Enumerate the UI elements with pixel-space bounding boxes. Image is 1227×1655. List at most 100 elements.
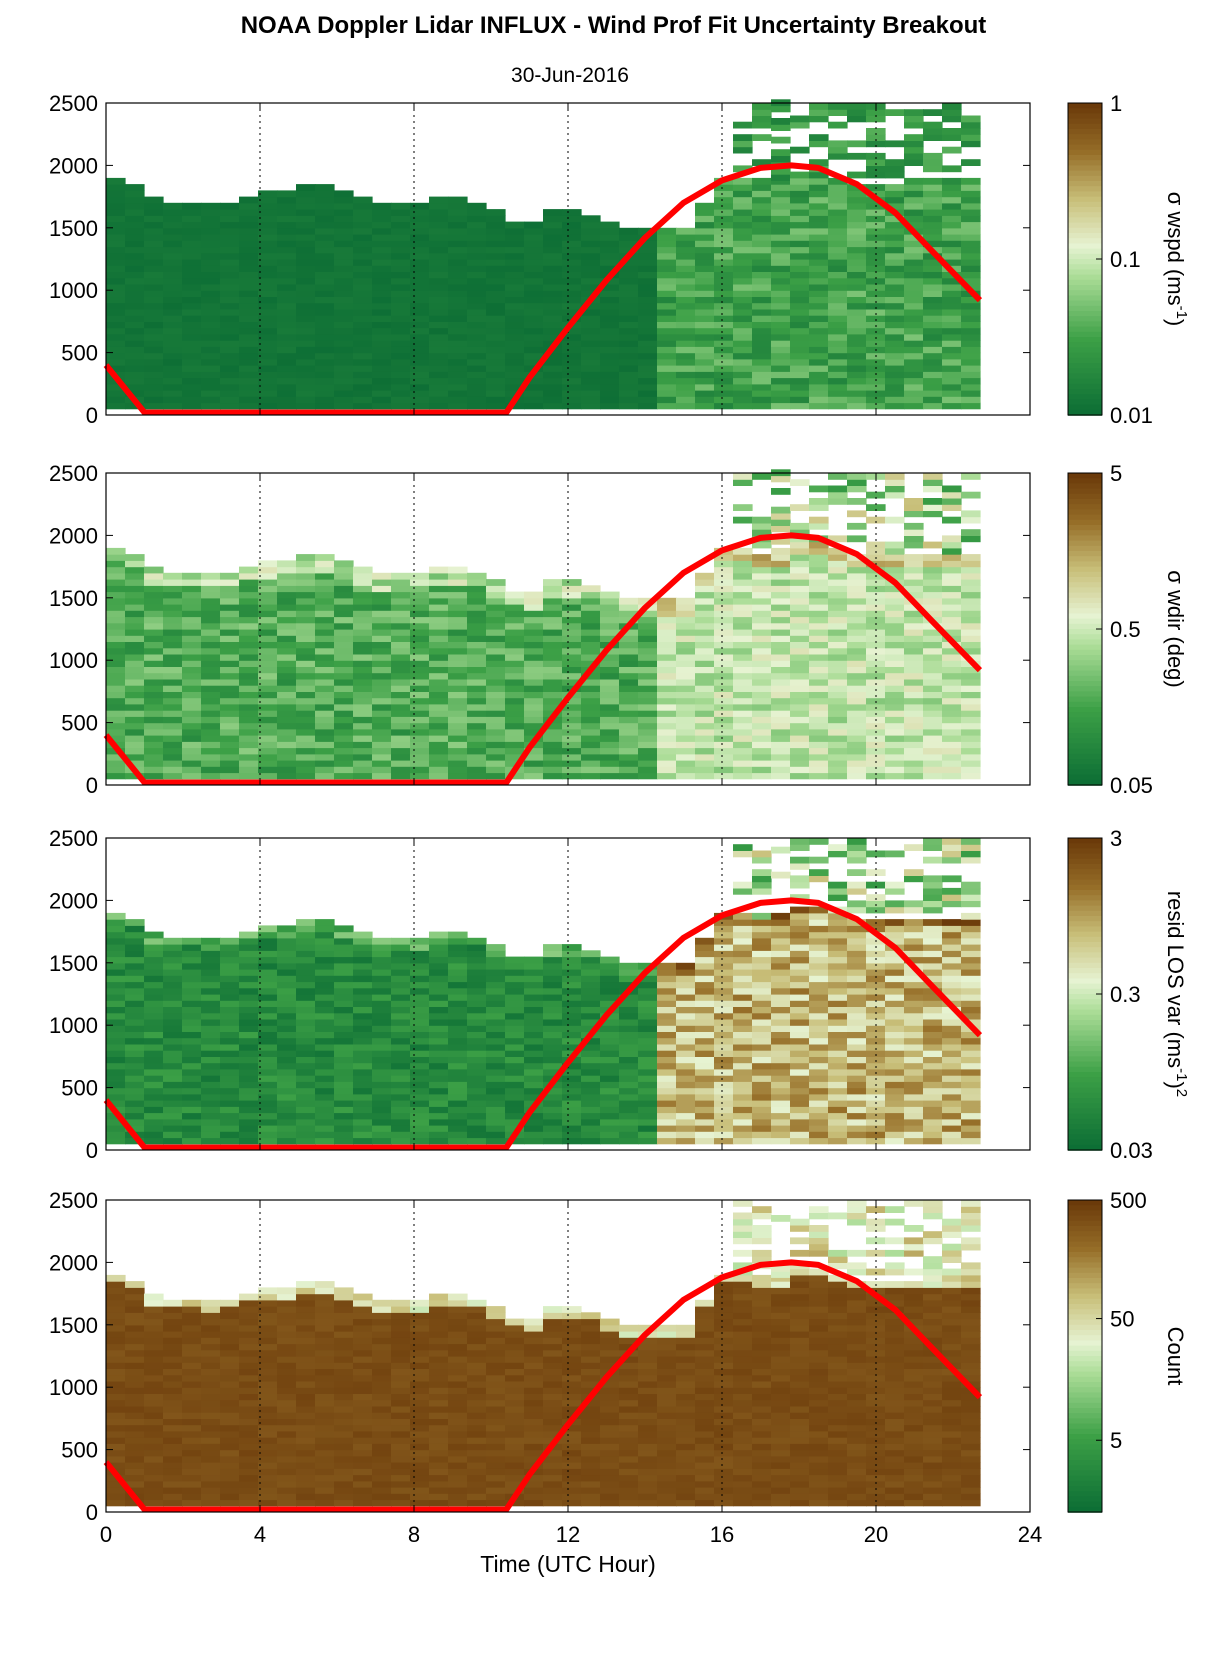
heatmap-cell	[277, 1087, 297, 1095]
heatmap-cell	[600, 315, 620, 322]
colorbar-label-sup: -1	[1173, 306, 1190, 319]
heatmap-cell	[657, 1031, 677, 1039]
heatmap-cell	[714, 969, 734, 976]
heatmap-cell	[543, 641, 563, 649]
heatmap-cell	[391, 308, 411, 316]
heatmap-cell	[277, 1031, 297, 1039]
heatmap-cell	[467, 284, 487, 291]
heatmap-cell	[429, 196, 449, 204]
heatmap-cell	[790, 975, 810, 983]
heatmap-cell	[942, 622, 962, 630]
heatmap-cell	[904, 308, 924, 316]
heatmap-cell	[220, 352, 240, 360]
heatmap-cell	[942, 610, 962, 618]
heatmap-cell	[581, 604, 601, 611]
heatmap-cell	[638, 402, 658, 410]
heatmap-cell	[714, 383, 734, 391]
heatmap-cell	[904, 604, 924, 611]
heatmap-cell	[600, 1137, 620, 1145]
heatmap-cell	[942, 177, 962, 185]
heatmap-cell	[885, 221, 905, 229]
heatmap-cell	[220, 728, 240, 736]
heatmap-cell	[296, 302, 316, 310]
heatmap-cell	[448, 377, 468, 385]
heatmap-cell	[790, 1000, 810, 1007]
heatmap-cell	[562, 1106, 582, 1114]
heatmap-cell	[828, 196, 848, 204]
heatmap-cell	[144, 1019, 164, 1026]
heatmap-cell	[733, 1037, 753, 1045]
heatmap-cell	[448, 572, 468, 580]
heatmap-cell	[695, 1125, 715, 1132]
heatmap-cell	[562, 265, 582, 272]
heatmap-cell	[942, 772, 962, 780]
heatmap-cell	[771, 678, 791, 686]
heatmap-cell	[790, 672, 810, 680]
heatmap-cell	[372, 296, 392, 304]
heatmap-cell	[353, 209, 373, 216]
heatmap-cell	[524, 296, 544, 304]
heatmap-cell	[182, 1062, 202, 1070]
heatmap-cell	[828, 121, 848, 129]
heatmap-cell	[543, 962, 563, 970]
heatmap-cell	[904, 579, 924, 586]
heatmap-cell	[486, 629, 506, 636]
heatmap-cell	[695, 1075, 715, 1082]
heatmap-cell	[638, 1019, 658, 1026]
heatmap-cell	[771, 622, 791, 630]
heatmap-cell	[866, 622, 886, 630]
heatmap-cell	[809, 616, 829, 624]
heatmap-cell	[163, 1031, 183, 1039]
heatmap-cell	[448, 987, 468, 995]
heatmap-cell	[201, 1006, 221, 1014]
heatmap-cell	[904, 660, 924, 667]
heatmap-cell	[258, 610, 278, 618]
heatmap-cell	[847, 660, 867, 667]
heatmap-cell	[828, 925, 848, 933]
heatmap-cell	[619, 284, 639, 291]
heatmap-cell	[144, 1050, 164, 1057]
heatmap-cell	[638, 346, 658, 354]
heatmap-cell	[201, 265, 221, 272]
colorbar-segment	[1068, 316, 1102, 323]
heatmap-cell	[144, 352, 164, 360]
heatmap-cell	[182, 271, 202, 279]
heatmap-cell	[562, 678, 582, 686]
heatmap-cell	[771, 1025, 791, 1032]
heatmap-cell	[885, 597, 905, 605]
heatmap-cell	[809, 722, 829, 730]
heatmap-cell	[657, 654, 677, 661]
heatmap-cell	[733, 766, 753, 774]
heatmap-cell	[961, 647, 981, 655]
heatmap-cell	[600, 1106, 620, 1114]
heatmap-cell	[809, 760, 829, 767]
heatmap-cell	[144, 760, 164, 767]
heatmap-cell	[581, 747, 601, 755]
heatmap-cell	[201, 259, 221, 266]
heatmap-cell	[543, 1019, 563, 1026]
heatmap-cell	[258, 629, 278, 636]
heatmap-cell	[714, 1106, 734, 1114]
heatmap-cell	[657, 352, 677, 360]
heatmap-cell	[714, 202, 734, 210]
heatmap-cell	[353, 252, 373, 260]
heatmap-cell	[505, 672, 525, 680]
heatmap-cell	[790, 1019, 810, 1026]
heatmap-cell	[372, 1093, 392, 1101]
heatmap-cell	[524, 610, 544, 618]
heatmap-cell	[353, 196, 373, 204]
heatmap-cell	[885, 352, 905, 360]
heatmap-cell	[790, 647, 810, 655]
heatmap-cell	[790, 747, 810, 755]
heatmap-cell	[790, 327, 810, 335]
heatmap-cell	[201, 716, 221, 724]
heatmap-cell	[258, 284, 278, 291]
heatmap-cell	[429, 1093, 449, 1101]
heatmap-cell	[676, 346, 696, 354]
heatmap-cell	[106, 1050, 126, 1057]
heatmap-cell	[277, 622, 297, 630]
colorbar-segment	[1068, 774, 1102, 781]
heatmap-cell	[714, 365, 734, 372]
heatmap-cell	[296, 622, 316, 630]
heatmap-cell	[619, 1118, 639, 1126]
